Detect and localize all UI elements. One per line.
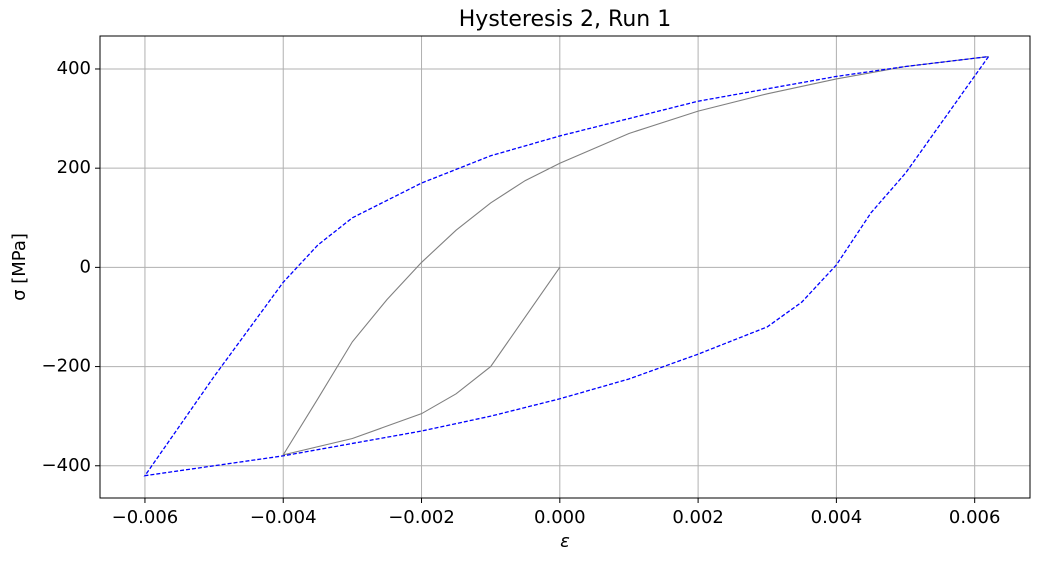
y-tick-label: 200 (57, 157, 91, 178)
chart-title: Hysteresis 2, Run 1 (459, 7, 671, 32)
x-axis-label: ε (560, 531, 570, 552)
x-tick-label: −0.002 (388, 507, 455, 528)
x-tick-label: 0.000 (534, 507, 586, 528)
series-line (143, 55, 990, 477)
x-tick-label: 0.004 (811, 507, 863, 528)
y-tick-label: 0 (80, 256, 91, 277)
y-axis-label: σ [MPa] (9, 233, 30, 301)
x-tick-label: 0.006 (949, 507, 1001, 528)
x-tick-label: −0.004 (250, 507, 317, 528)
y-tick-label: −200 (42, 356, 91, 377)
x-tick-label: 0.002 (672, 507, 724, 528)
y-tick-label: 400 (57, 58, 91, 79)
series-line (282, 56, 989, 456)
y-tick-label: −400 (42, 455, 91, 476)
plot-frame (99, 35, 1031, 499)
x-tick-label: −0.006 (112, 507, 179, 528)
